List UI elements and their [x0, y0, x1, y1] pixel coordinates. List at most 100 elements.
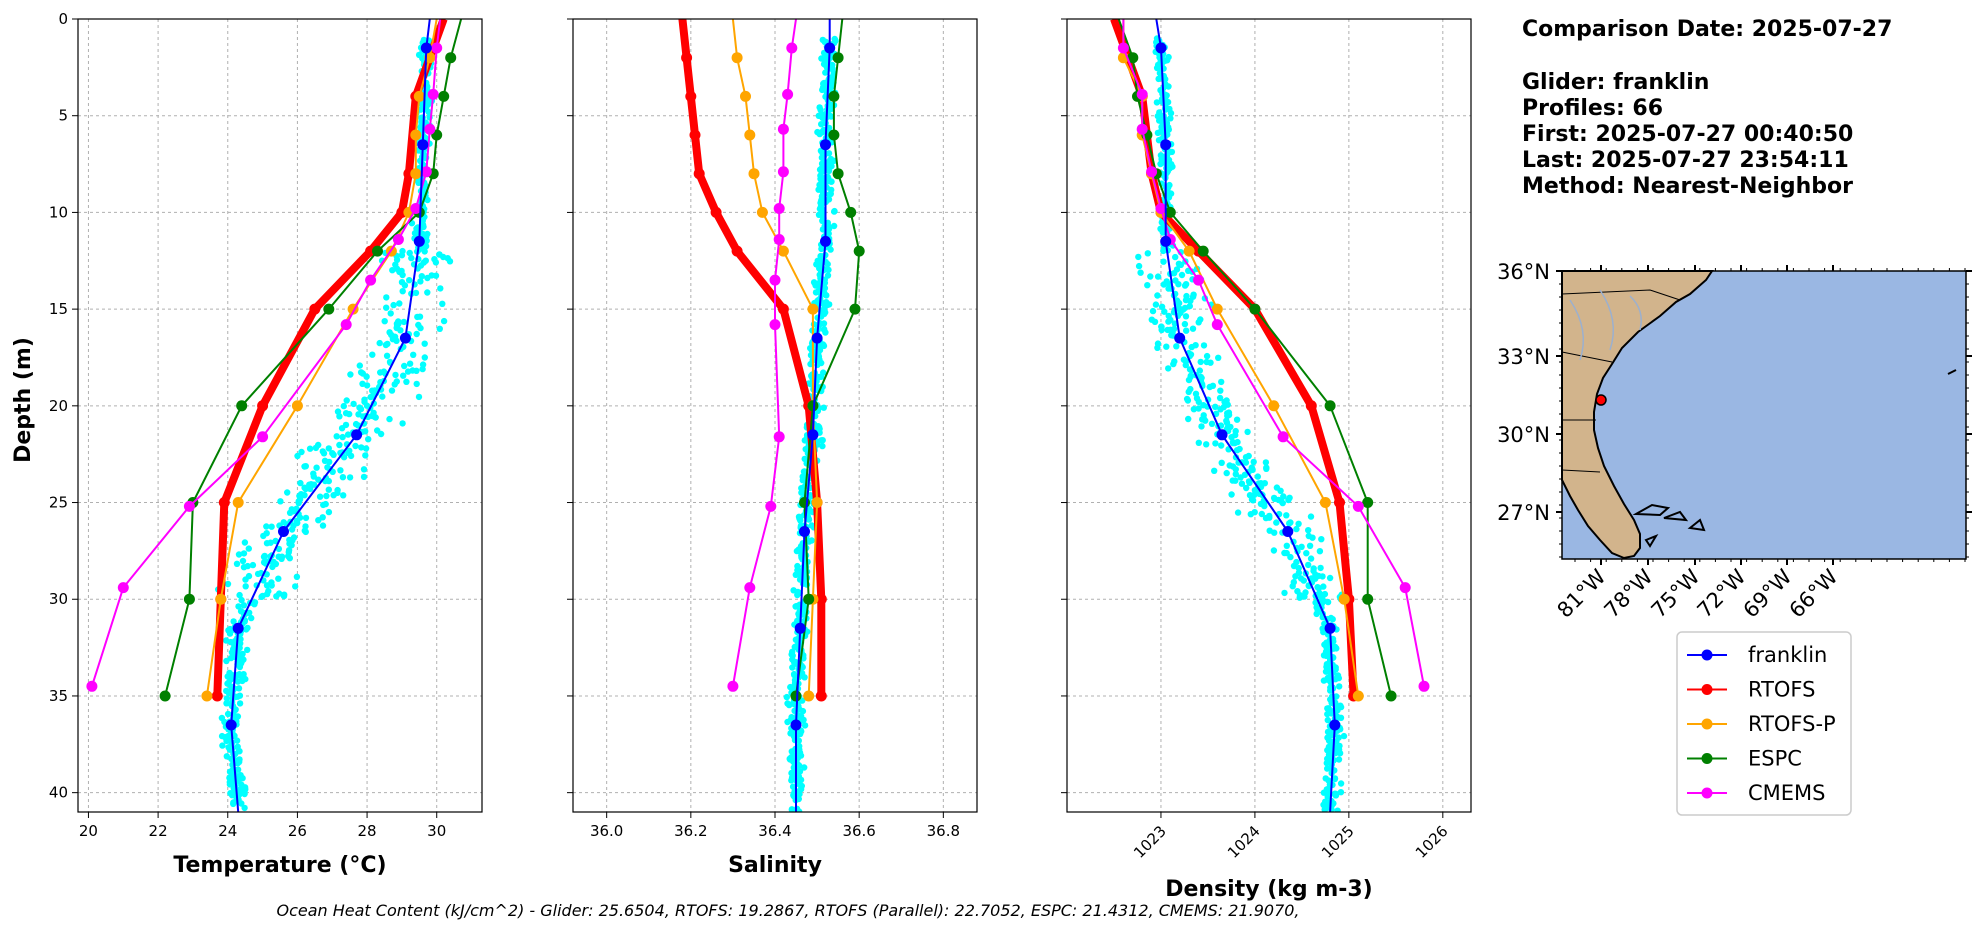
obs-point: [408, 254, 415, 262]
obs-point: [1327, 696, 1334, 703]
obs-point: [800, 468, 808, 475]
obs-point: [822, 69, 829, 76]
series-line-cmems: [731, 19, 797, 687]
obs-point: [352, 442, 359, 450]
obs-point: [1254, 473, 1262, 480]
obs-point: [415, 51, 423, 59]
series-marker-franklin: [1155, 42, 1167, 54]
series-marker-espc: [445, 52, 457, 64]
obs-point: [398, 279, 406, 286]
x-axis-label: Density (kg m-3): [1165, 877, 1373, 902]
first-time: First: 2025-07-27 00:40:50: [1522, 122, 1853, 147]
obs-point: [234, 766, 242, 773]
obs-point: [310, 481, 318, 488]
obs-point: [1168, 148, 1176, 156]
legend-label: RTOFS-P: [1748, 712, 1836, 736]
series-marker-cmems: [424, 123, 436, 135]
obs-point: [818, 437, 825, 444]
legend-label: CMEMS: [1748, 781, 1826, 805]
obs-point: [1303, 550, 1310, 557]
obs-point: [789, 664, 796, 671]
obs-point: [302, 463, 309, 470]
obs-point: [240, 602, 248, 609]
obs-point: [230, 799, 237, 806]
obs-point: [816, 356, 823, 363]
series-marker-espc: [159, 690, 171, 702]
series-marker-rtofs: [777, 303, 789, 315]
obs-point: [1321, 590, 1329, 598]
obs-point: [390, 301, 397, 309]
obs-point: [1195, 405, 1202, 412]
series-marker-rtofs-p: [1319, 497, 1331, 508]
lat-label: 33°N: [1497, 345, 1550, 369]
obs-point: [1292, 573, 1299, 580]
y-tick-label: 35: [49, 687, 68, 705]
obs-point: [818, 121, 825, 128]
obs-point: [1189, 325, 1197, 332]
obs-point: [1197, 358, 1204, 366]
obs-point: [1270, 547, 1278, 554]
series-marker-franklin: [794, 622, 806, 634]
obs-point: [242, 583, 249, 590]
obs-point: [790, 670, 798, 678]
obs-point: [297, 479, 304, 487]
legend-swatch-marker: [1701, 718, 1713, 730]
series-marker-franklin: [417, 139, 429, 151]
obs-point: [232, 713, 239, 720]
obs-point: [820, 342, 828, 350]
obs-point: [1229, 463, 1237, 470]
x-tick-label: 28: [358, 822, 377, 840]
y-ticks: [1061, 18, 1067, 794]
obs-point: [360, 466, 368, 473]
obs-point: [1158, 323, 1165, 331]
obs-point: [399, 288, 406, 295]
series-franklin: [225, 19, 432, 812]
obs-point: [1243, 484, 1250, 492]
obs-point: [226, 774, 233, 782]
obs-point: [359, 380, 366, 387]
obs-point: [1182, 358, 1190, 365]
obs-point: [226, 746, 234, 753]
obs-point: [315, 476, 322, 483]
obs-point: [421, 354, 428, 361]
y-tick-label: 15: [49, 300, 68, 318]
obs-point: [1323, 668, 1330, 675]
obs-point: [1322, 775, 1329, 782]
obs-point: [238, 673, 245, 680]
obs-point: [1266, 514, 1273, 521]
obs-point: [797, 776, 805, 784]
obs-point: [223, 695, 231, 702]
obs-point: [1218, 459, 1225, 466]
obs-point: [797, 543, 805, 550]
series-marker-espc: [1362, 497, 1374, 508]
series-marker-cmems: [410, 203, 422, 214]
series-marker-franklin: [820, 139, 831, 151]
obs-point: [1154, 344, 1161, 351]
obs-point: [278, 555, 285, 562]
obs-point: [260, 532, 267, 540]
obs-point: [1187, 373, 1194, 381]
bermuda: [1947, 369, 1957, 375]
x-tick-label: 1025: [1318, 822, 1358, 862]
series-marker-rtofs-p: [803, 690, 815, 702]
series-marker-franklin: [1282, 526, 1294, 537]
obs-point: [1251, 509, 1258, 516]
obs-point: [292, 583, 299, 590]
obs-point: [1307, 513, 1315, 520]
obs-point: [826, 161, 834, 168]
series-marker-espc: [323, 303, 335, 315]
obs-point: [796, 515, 803, 522]
obs-point: [1337, 789, 1345, 796]
obs-point: [1208, 420, 1216, 427]
obs-point: [251, 599, 259, 606]
obs-point: [337, 467, 344, 474]
obs-point: [1305, 527, 1312, 534]
obs-point: [819, 442, 826, 450]
obs-point: [783, 693, 790, 701]
x-tick-label: 26: [288, 822, 307, 840]
obs-point: [812, 282, 819, 289]
obs-point: [818, 55, 825, 62]
obs-point: [1232, 477, 1239, 484]
x-tick-label: 1026: [1412, 822, 1452, 862]
obs-point: [1281, 589, 1288, 597]
